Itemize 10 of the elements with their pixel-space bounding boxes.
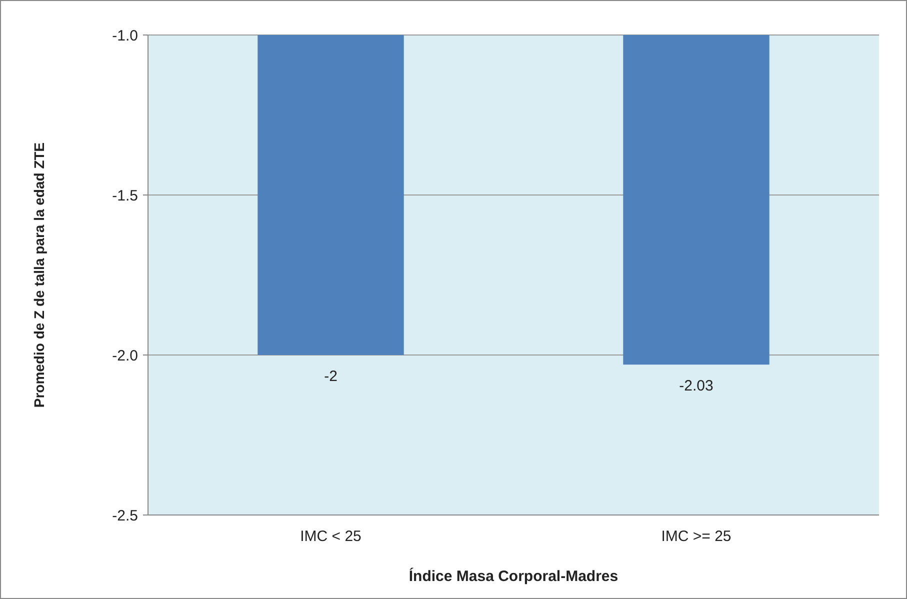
y-tick-label: -2.5 — [112, 507, 138, 524]
y-tick-label: -2.0 — [112, 347, 138, 364]
y-tick-label: -1.5 — [112, 187, 138, 204]
x-axis-title: Índice Masa Corporal-Madres — [408, 567, 618, 585]
x-tick-label: IMC >= 25 — [661, 528, 732, 545]
y-tick-label: -1.0 — [112, 27, 138, 44]
data-label: -2 — [324, 368, 338, 385]
y-axis-title: Promedio de Z de talla para la edad ZTE — [31, 142, 47, 408]
x-tick-label: IMC < 25 — [300, 528, 362, 545]
data-label: -2.03 — [679, 378, 714, 395]
